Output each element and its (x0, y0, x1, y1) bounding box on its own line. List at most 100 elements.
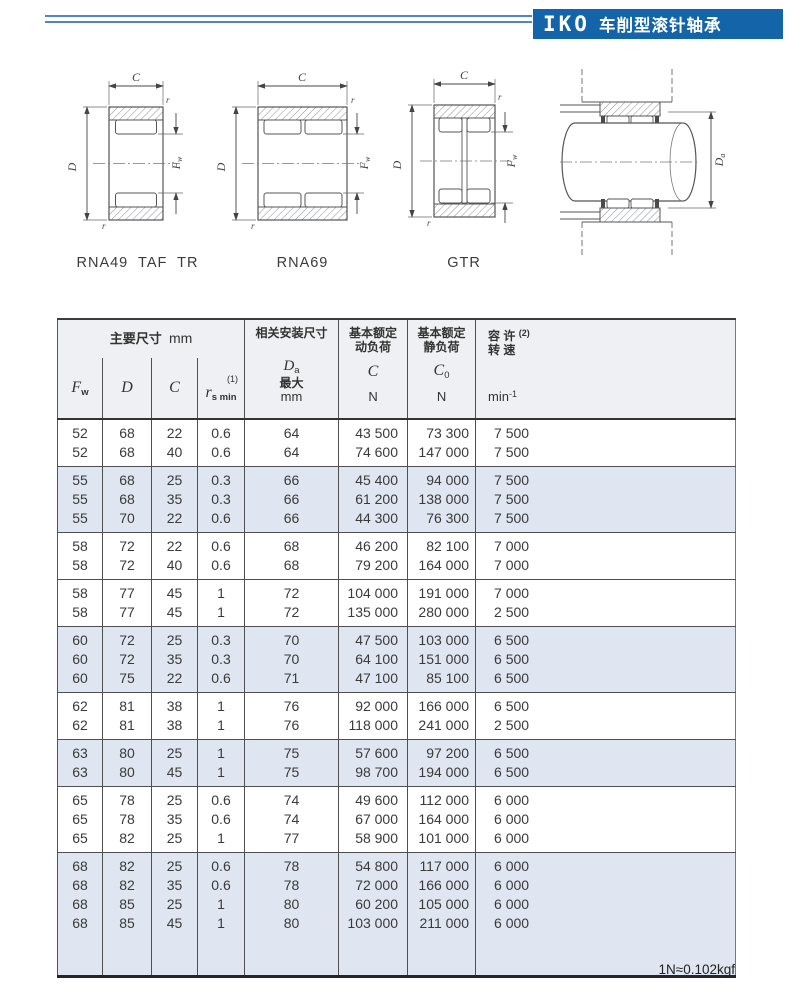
table-cell: 6 500 (475, 626, 736, 650)
table-cell: 75 (244, 763, 340, 787)
table-cell: 1 (197, 692, 246, 716)
table-cell: 68 (102, 490, 152, 509)
table-cell: 6 500 (475, 669, 736, 693)
table-cell: 58 (57, 532, 103, 556)
table-cell: 80 (244, 895, 340, 914)
table-cell: 0.6 (197, 419, 246, 443)
table-row: 60 72 25 0.3 70 47 500 103 000 6 500 (57, 626, 736, 650)
table-cell: 191 000 (407, 579, 477, 603)
table-cell: 138 000 (407, 490, 477, 509)
decorative-double-rule (45, 15, 532, 23)
table-cell: 112 000 (407, 786, 477, 810)
table-row: 62 81 38 1 76 118 000 241 000 2 500 (57, 716, 736, 740)
table-group: 62 81 38 1 76 92 000 166 000 6 500 62 81 38 1 76 118 … (57, 692, 736, 740)
table-cell: 0.6 (197, 556, 246, 580)
table-cell: 85 100 (407, 669, 477, 693)
table-cell: 25 (151, 739, 198, 763)
table-cell: 77 (244, 829, 340, 853)
table-cell: 117 000 (407, 852, 477, 876)
dim-label-d: D (214, 162, 228, 172)
table-cell: 6 000 (475, 876, 736, 895)
table-row: 68 82 35 0.6 78 72 000 166 000 6 000 (57, 876, 736, 895)
table-cell: 78 (244, 852, 340, 876)
dim-label-c: C (132, 70, 141, 84)
table-row: 65 78 35 0.6 74 67 000 164 000 6 000 (57, 810, 736, 829)
table-cell: 73 300 (407, 419, 477, 443)
table-cell: 81 (102, 692, 152, 716)
table-cell: 58 (57, 579, 103, 603)
table-cell: 7 500 (494, 425, 530, 441)
table-cell: 194 000 (407, 763, 477, 787)
table-cell: 74 (244, 786, 340, 810)
table-cell: 58 (57, 603, 103, 627)
table-cell: 35 (151, 876, 198, 895)
table-cell: 78 (102, 810, 152, 829)
table-cell: 7 500 (475, 466, 736, 490)
bearing-data-table: 主要尺寸 mm 相关安装尺寸 Da 最大 mm 基本额定 动负荷 (57, 318, 737, 978)
table-cell: 22 (151, 509, 198, 533)
table-cell: 92 000 (338, 692, 409, 716)
table-cell: 0.6 (197, 509, 246, 533)
table-cell: 6 000 (475, 914, 736, 933)
table-cell: 25 (151, 852, 198, 876)
table-cell: 64 100 (338, 650, 409, 669)
table-cell: 38 (151, 716, 198, 740)
table-cell: 280 000 (407, 603, 477, 627)
table-row: 58 77 45 1 72 135 000 280 000 2 500 (57, 603, 736, 627)
table-cell: 55 (57, 509, 103, 533)
table-cell: 54 800 (338, 852, 409, 876)
table-cell: 97 200 (407, 739, 477, 763)
table-cell: 72 (244, 579, 340, 603)
table-cell (244, 933, 340, 977)
table-cell: 65 (57, 829, 103, 853)
table-cell: 82 (102, 876, 152, 895)
table-cell: 63 (57, 739, 103, 763)
table-cell: 0.6 (197, 876, 246, 895)
table-cell: 25 (151, 626, 198, 650)
table-cell: 68 (57, 895, 103, 914)
table-cell: 6 000 (475, 852, 736, 876)
table-cell: 68 (102, 466, 152, 490)
table-cell: 0.3 (197, 650, 246, 669)
dim-label-c: C (298, 70, 307, 84)
table-cell (197, 933, 246, 977)
table-cell: 47 100 (338, 669, 409, 693)
table-cell: 1 (197, 895, 246, 914)
table-cell: 38 (151, 692, 198, 716)
table-cell: 68 (102, 419, 152, 443)
table-cell: 77 (102, 579, 152, 603)
table-cell: 40 (151, 556, 198, 580)
table-cell: 25 (151, 829, 198, 853)
table-cell: 72 (102, 556, 152, 580)
table-cell: 55 (57, 466, 103, 490)
table-cell: 0.3 (197, 466, 246, 490)
table-group: 55 68 25 0.3 66 45 400 94 000 7 500 55 68 35 0.3 66 6… (57, 466, 736, 533)
table-cell: 0.3 (197, 490, 246, 509)
table-cell: 22 (151, 419, 198, 443)
table-cell: 22 (151, 669, 198, 693)
dim-label-c: C (460, 68, 469, 82)
table-row: 68 85 45 1 80 103 000 211 000 6 000 (57, 914, 736, 933)
table-cell: 7 000 (494, 538, 530, 554)
table-filler-row (57, 933, 736, 977)
table-cell: 1 (197, 603, 246, 627)
table-cell: 35 (151, 810, 198, 829)
table-cell: 85 (102, 895, 152, 914)
table-cell: 7 500 (475, 490, 736, 509)
table-cell: 6 500 (475, 739, 736, 763)
diagram-label-rna69: RNA69 (276, 255, 329, 271)
table-cell (338, 933, 409, 977)
table-cell: 68 (102, 443, 152, 467)
table-cell: 57 600 (338, 739, 409, 763)
table-cell: 43 500 (338, 419, 409, 443)
table-cell: 45 (151, 603, 198, 627)
table-row: 55 68 35 0.3 66 61 200 138 000 7 500 (57, 490, 736, 509)
header-col-rsmin: (1) rs min (197, 358, 246, 419)
table-cell: 72 (102, 626, 152, 650)
table-cell: 6 000 (475, 895, 736, 914)
table-cell: 68 (244, 556, 340, 580)
table-cell: 45 (151, 763, 198, 787)
dim-label-r: r (166, 95, 170, 105)
table-cell: 58 900 (338, 829, 409, 853)
